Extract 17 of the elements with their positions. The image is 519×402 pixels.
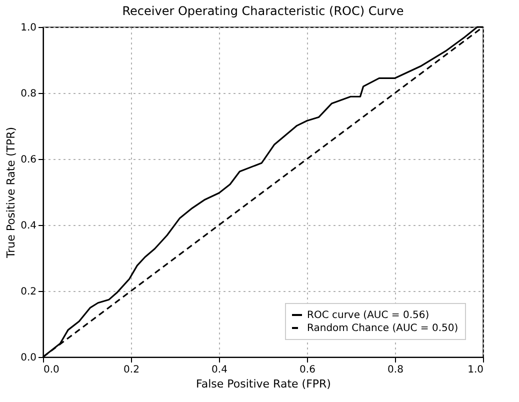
x-tick-label: 0.4 [212, 364, 228, 376]
legend-label: ROC curve (AUC = 0.56) [307, 310, 430, 321]
x-tick-label: 0.8 [388, 364, 404, 376]
x-tick-label: 0.2 [124, 364, 140, 376]
y-tick-label: 0.6 [20, 154, 36, 166]
x-tick-label: 1.0 [468, 364, 484, 376]
y-tick-label: 0.0 [20, 352, 36, 364]
chart-title: Receiver Operating Characteristic (ROC) Curve [122, 4, 404, 18]
y-axis-title: True Positive Rate (TPR) [4, 126, 18, 260]
legend-label: Random Chance (AUC = 0.50) [307, 323, 458, 334]
y-tick-label: 0.4 [20, 220, 36, 232]
x-axis-title: False Positive Rate (FPR) [196, 378, 331, 390]
x-tick-label: 0.0 [44, 364, 60, 376]
y-tick-label: 0.8 [20, 88, 36, 100]
y-tick-label: 0.2 [20, 286, 36, 298]
x-tick-label: 0.6 [300, 364, 316, 376]
y-tick-label: 1.0 [20, 22, 36, 34]
